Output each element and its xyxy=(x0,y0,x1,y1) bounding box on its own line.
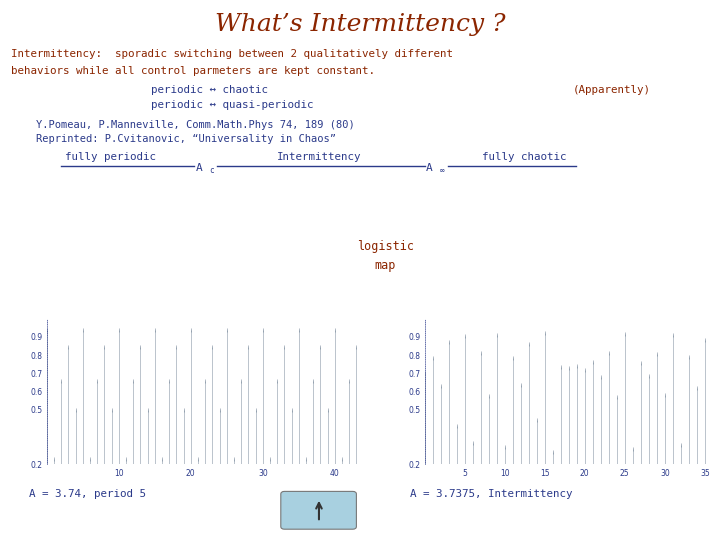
Text: fully chaotic: fully chaotic xyxy=(482,152,567,163)
Text: A: A xyxy=(196,163,202,173)
Text: logistic: logistic xyxy=(356,240,414,253)
FancyBboxPatch shape xyxy=(281,491,356,529)
Text: A: A xyxy=(426,163,433,173)
Text: Y.Pomeau, P.Manneville, Comm.Math.Phys 74, 189 (80): Y.Pomeau, P.Manneville, Comm.Math.Phys 7… xyxy=(36,120,355,130)
Text: A = 3.74, period 5: A = 3.74, period 5 xyxy=(29,489,145,499)
Text: map: map xyxy=(374,259,396,272)
Text: ∞: ∞ xyxy=(440,166,444,175)
Text: c: c xyxy=(210,166,214,175)
Text: behaviors while all control parmeters are kept constant.: behaviors while all control parmeters ar… xyxy=(11,66,375,76)
Text: (Apparently): (Apparently) xyxy=(572,85,650,95)
Text: periodic ↔ quasi-periodic: periodic ↔ quasi-periodic xyxy=(151,100,314,110)
Text: What’s Intermittency ?: What’s Intermittency ? xyxy=(215,14,505,37)
Text: A = 3.7375, Intermittency: A = 3.7375, Intermittency xyxy=(410,489,573,499)
Text: Intermittency: Intermittency xyxy=(277,152,361,163)
Text: Intermittency:  sporadic switching between 2 qualitatively different: Intermittency: sporadic switching betwee… xyxy=(11,49,453,59)
Text: fully periodic: fully periodic xyxy=(65,152,156,163)
Text: periodic ↔ chaotic: periodic ↔ chaotic xyxy=(151,85,268,95)
Text: Reprinted: P.Cvitanovic, “Universality in Chaos”: Reprinted: P.Cvitanovic, “Universality i… xyxy=(36,134,336,144)
